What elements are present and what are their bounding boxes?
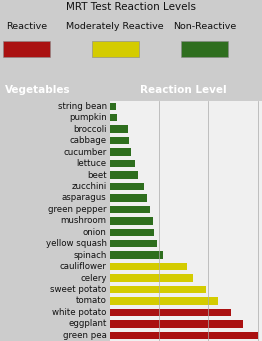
Text: yellow squash: yellow squash <box>46 239 107 248</box>
Bar <box>181 41 228 57</box>
Bar <box>110 183 144 190</box>
Bar <box>110 217 153 224</box>
Bar <box>110 286 206 293</box>
Bar <box>110 125 128 133</box>
Text: pumpkin: pumpkin <box>69 113 107 122</box>
Bar <box>110 251 163 259</box>
Bar <box>110 320 243 328</box>
Text: zucchini: zucchini <box>72 182 107 191</box>
Bar <box>110 263 187 270</box>
Text: onion: onion <box>83 228 107 237</box>
Bar <box>110 148 131 156</box>
Bar <box>110 274 193 282</box>
Text: Moderately Reactive: Moderately Reactive <box>67 22 164 31</box>
Bar <box>110 240 157 248</box>
Text: Reactive: Reactive <box>6 22 47 31</box>
Bar <box>110 194 147 202</box>
Text: string bean: string bean <box>58 102 107 111</box>
Text: Vegetables: Vegetables <box>5 85 71 95</box>
Bar <box>110 160 135 167</box>
Bar <box>110 297 218 305</box>
Text: beet: beet <box>87 170 107 179</box>
Text: eggplant: eggplant <box>68 319 107 328</box>
Bar <box>110 331 258 339</box>
Bar <box>110 206 150 213</box>
Text: broccoli: broccoli <box>73 125 107 134</box>
Text: mushroom: mushroom <box>61 216 107 225</box>
Text: cucumber: cucumber <box>63 148 107 157</box>
Bar <box>110 171 138 179</box>
Text: cabbage: cabbage <box>70 136 107 145</box>
Text: green pea: green pea <box>63 331 107 340</box>
Text: tomato: tomato <box>76 296 107 306</box>
Bar <box>110 228 154 236</box>
Text: MRT Test Reaction Levels: MRT Test Reaction Levels <box>66 2 196 12</box>
Text: Non-Reactive: Non-Reactive <box>173 22 236 31</box>
Text: spinach: spinach <box>73 251 107 260</box>
Text: celery: celery <box>80 273 107 283</box>
Bar <box>92 41 139 57</box>
Bar <box>110 309 231 316</box>
Bar <box>110 103 116 110</box>
Bar <box>110 137 129 144</box>
Bar <box>3 41 50 57</box>
Text: asparagus: asparagus <box>62 193 107 203</box>
Text: cauliflower: cauliflower <box>60 262 107 271</box>
Bar <box>110 114 117 121</box>
Text: sweet potato: sweet potato <box>50 285 107 294</box>
Text: lettuce: lettuce <box>77 159 107 168</box>
Text: green pepper: green pepper <box>48 205 107 214</box>
Text: Reaction Level: Reaction Level <box>140 85 227 95</box>
Text: white potato: white potato <box>52 308 107 317</box>
